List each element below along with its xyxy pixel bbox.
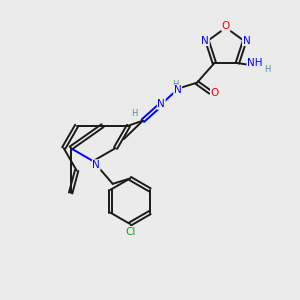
Text: N: N	[174, 85, 182, 95]
Text: H: H	[131, 109, 137, 118]
Text: O: O	[211, 88, 219, 98]
Text: NH: NH	[247, 58, 262, 68]
Text: Cl: Cl	[125, 226, 135, 237]
Text: H: H	[264, 64, 270, 74]
Text: N: N	[202, 35, 209, 46]
Text: N: N	[243, 35, 250, 46]
Text: N: N	[158, 99, 165, 109]
Text: N: N	[92, 160, 100, 170]
Text: O: O	[222, 21, 230, 31]
Text: H: H	[172, 80, 179, 89]
